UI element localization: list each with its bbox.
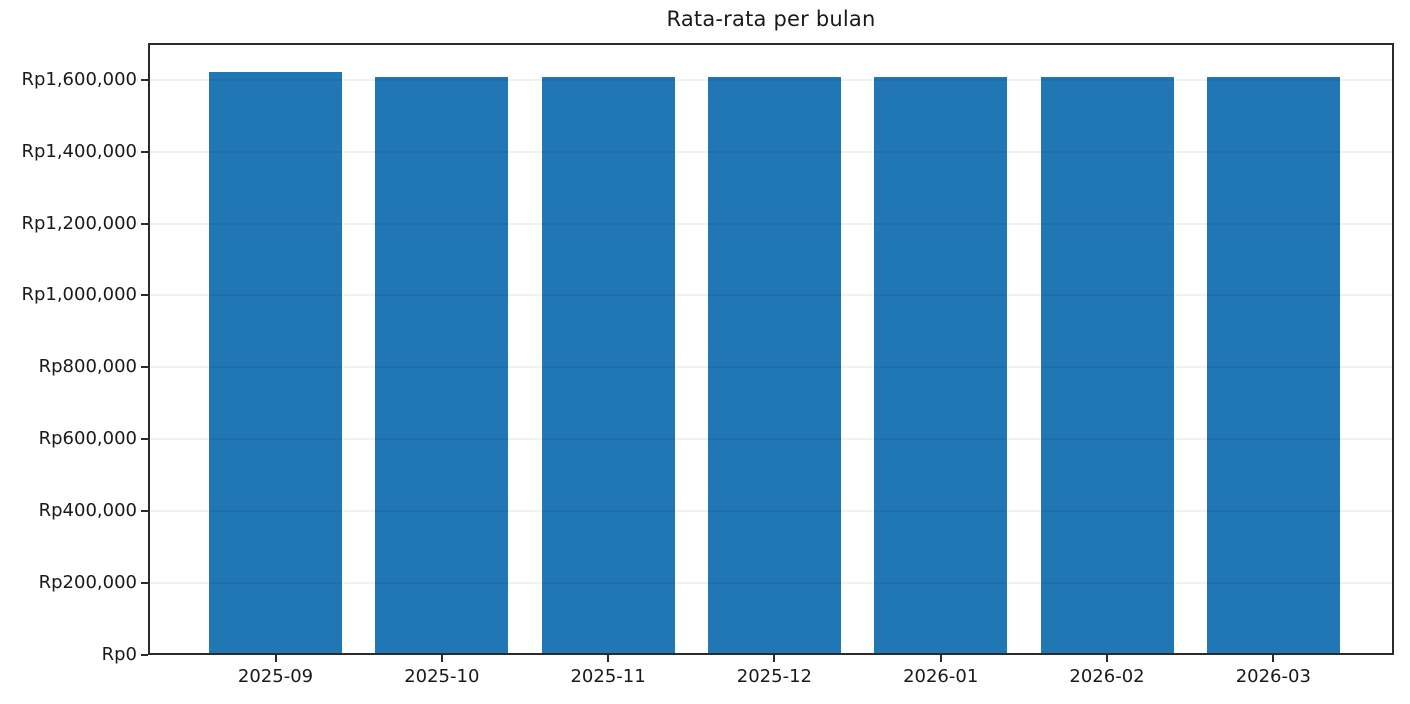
y-axis-tick-label: Rp0: [101, 644, 137, 665]
x-axis-tick-label: 2026-03: [1235, 666, 1311, 687]
x-axis-tick-label: 2025-12: [736, 666, 812, 687]
gridline-1600000: [148, 78, 1394, 81]
y-axis-tick-label: Rp200,000: [38, 572, 137, 594]
x-axis-tick: [1106, 655, 1108, 662]
y-axis-tick: [141, 582, 148, 585]
x-axis-tick-label: 2026-02: [1069, 666, 1145, 687]
y-axis-tick: [141, 366, 148, 369]
bar-2025-11: [541, 76, 675, 655]
x-axis-tick: [939, 655, 942, 662]
y-axis-tick: [141, 222, 148, 225]
y-axis-tick: [141, 294, 148, 297]
gridline-1200000: [148, 222, 1394, 225]
bar-2026-02: [1040, 76, 1174, 655]
bar-2025-12: [707, 76, 841, 655]
gridline-200000: [148, 582, 1394, 585]
bar-2025-09: [209, 72, 342, 655]
y-axis-tick-label: Rp600,000: [38, 428, 137, 450]
bar-2026-01: [874, 76, 1008, 655]
x-axis-tick-label: 2025-10: [404, 666, 480, 687]
gridline-400000: [148, 510, 1394, 513]
gridline-1000000: [148, 294, 1394, 297]
x-axis-tick-label: 2025-09: [237, 666, 314, 687]
gridline-800000: [148, 366, 1394, 369]
y-axis-tick: [141, 654, 148, 656]
y-axis-tick: [141, 78, 148, 81]
y-axis-tick: [141, 438, 148, 441]
x-axis-tick: [274, 655, 277, 662]
x-axis-tick: [773, 655, 776, 662]
y-axis-tick-label: Rp1,000,000: [21, 284, 137, 306]
y-axis-tick-label: Rp1,600,000: [21, 68, 137, 90]
chart-title: Rata-rata per bulan: [666, 7, 876, 31]
x-axis-tick-label: 2025-11: [570, 666, 646, 687]
gridline-600000: [148, 438, 1394, 441]
gridline-1400000: [148, 150, 1394, 153]
x-axis-tick-label: 2026-01: [903, 666, 979, 687]
bar-2025-10: [375, 76, 509, 655]
y-axis-tick: [141, 150, 148, 153]
bar-2026-03: [1206, 76, 1340, 655]
x-axis-tick: [1272, 655, 1275, 662]
x-axis-tick: [440, 655, 443, 662]
x-axis-tick: [607, 655, 610, 662]
y-axis-tick-label: Rp800,000: [38, 356, 137, 378]
y-axis-tick-label: Rp1,400,000: [21, 140, 137, 162]
y-axis-tick-label: Rp400,000: [38, 500, 137, 522]
y-axis-tick-label: Rp1,200,000: [21, 212, 137, 234]
y-axis-tick: [141, 510, 148, 513]
